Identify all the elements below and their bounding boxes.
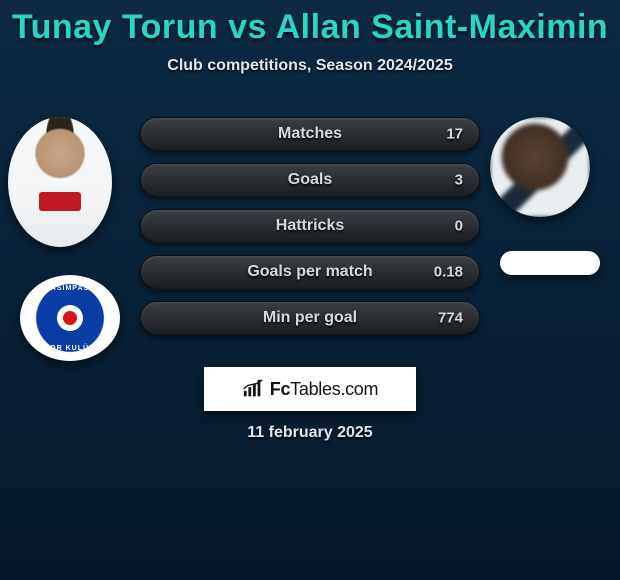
player-left-portrait (8, 117, 112, 247)
stat-row-goals: Goals 3 (140, 163, 480, 197)
stat-row-goals-per-match: Goals per match 0.18 (140, 255, 480, 289)
stat-value-right: 17 (446, 126, 463, 143)
stat-label: Min per goal (263, 309, 357, 327)
club-logo-icon: KASIMPASA SPOR KULÜBÜ (32, 280, 108, 356)
brand-text: FcTables.com (270, 379, 378, 400)
subtitle: Club competitions, Season 2024/2025 (0, 57, 620, 75)
brand-prefix: Fc (270, 379, 290, 399)
stat-value-right: 3 (455, 172, 463, 189)
date-label: 11 february 2025 (0, 424, 620, 442)
infographic-root: Tunay Torun vs Allan Saint-Maximin Club … (0, 0, 620, 580)
player-left-avatar (8, 117, 112, 247)
player-left-club-badge: KASIMPASA SPOR KULÜBÜ (20, 275, 120, 361)
brand-badge: FcTables.com (204, 367, 416, 411)
player-right-avatar (490, 117, 590, 217)
stat-value-right: 0.18 (434, 264, 463, 281)
player-right-portrait (490, 117, 590, 217)
club-name-top: KASIMPASA (32, 285, 108, 292)
stat-row-matches: Matches 17 (140, 117, 480, 151)
stat-value-right: 774 (438, 310, 463, 327)
stat-label: Matches (278, 125, 342, 143)
comparison-area: KASIMPASA SPOR KULÜBÜ Matches 17 Goals 3… (0, 117, 620, 377)
brand-suffix: Tables.com (290, 379, 378, 399)
club-name-bottom: SPOR KULÜBÜ (32, 345, 108, 352)
brand-chart-icon (242, 378, 264, 400)
stat-label: Hattricks (276, 217, 344, 235)
stat-bars: Matches 17 Goals 3 Hattricks 0 Goals per… (140, 117, 480, 347)
player-right-club-badge (500, 251, 600, 275)
stat-label: Goals (288, 171, 332, 189)
stat-row-min-per-goal: Min per goal 774 (140, 301, 480, 335)
stat-row-hattricks: Hattricks 0 (140, 209, 480, 243)
stat-label: Goals per match (247, 263, 372, 281)
page-title: Tunay Torun vs Allan Saint-Maximin (0, 0, 620, 47)
stat-value-right: 0 (455, 218, 463, 235)
